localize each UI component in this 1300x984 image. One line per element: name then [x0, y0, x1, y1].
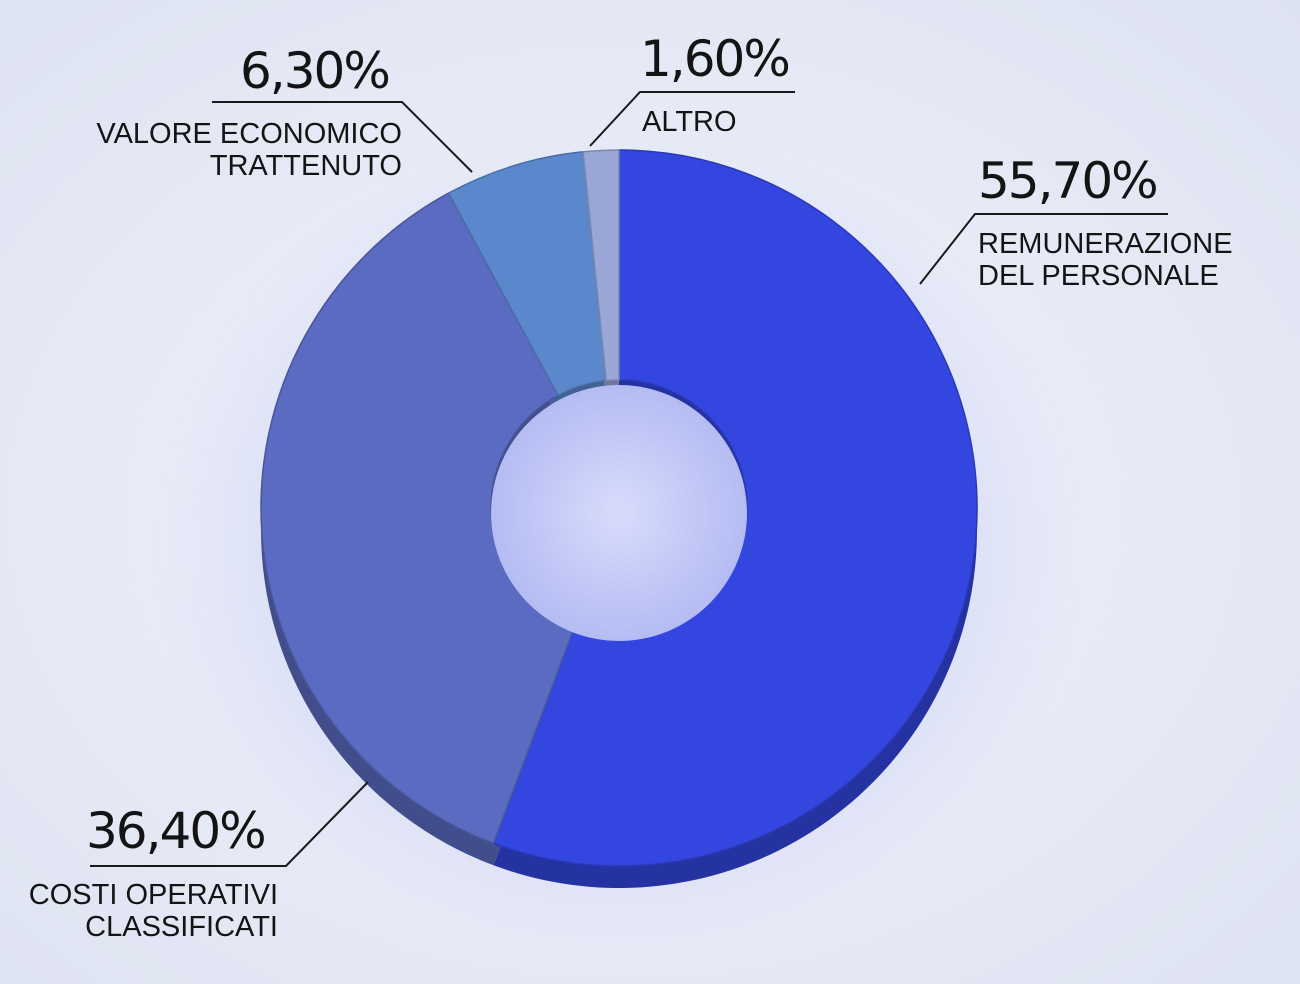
category-label-line: DEL PERSONALE — [978, 260, 1219, 292]
data-label-valore-economico: 6,30% — [240, 42, 391, 100]
category-label-line: CLASSIFICATI — [85, 911, 278, 943]
leader-line-remunerazione — [919, 213, 1168, 285]
category-label-line: TRATTENUTO — [209, 150, 402, 182]
category-label-costi-operativi: COSTI OPERATIVI CLASSIFICATI — [29, 879, 278, 943]
leader-line-costi-operativi — [90, 781, 369, 867]
category-label-line: COSTI OPERATIVI — [28, 879, 278, 911]
category-label-line: VALORE ECONOMICO — [96, 118, 402, 150]
category-label-remunerazione: REMUNERAZIONE DEL PERSONALE — [978, 228, 1233, 292]
leader-line-valore-economico — [212, 101, 473, 173]
data-label-altro: 1,60% — [640, 30, 791, 88]
donut-slices — [260, 149, 978, 867]
leader-line-altro — [589, 91, 795, 147]
category-label-valore-economico: VALORE ECONOMICO TRATTENUTO — [96, 118, 402, 182]
category-label-altro: ALTRO — [642, 106, 737, 138]
donut-hole — [491, 385, 747, 641]
data-label-costi-operativi: 36,40% — [86, 802, 267, 860]
data-label-remunerazione: 55,70% — [978, 152, 1159, 210]
donut-slice-altro — [582, 149, 620, 382]
category-label-line: REMUNERAZIONE — [978, 228, 1233, 260]
donut-slice-remunerazione — [492, 149, 978, 867]
category-label-line: ALTRO — [642, 106, 737, 138]
leader-lines — [90, 91, 1168, 867]
